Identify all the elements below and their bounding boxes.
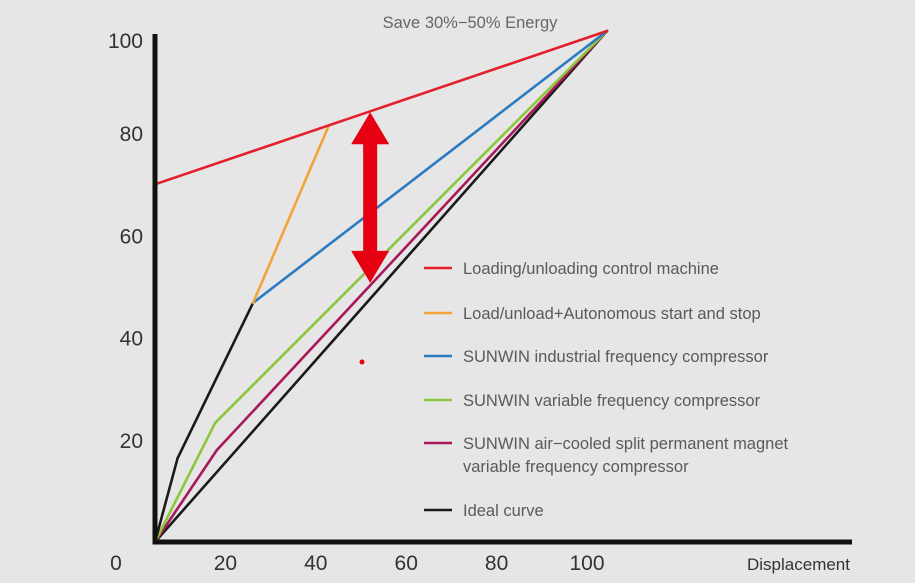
- legend-label: SUNWIN air−cooled split permanent magnet: [463, 435, 789, 453]
- x-tick-label: 40: [304, 552, 327, 575]
- series-line-segment-0: [153, 29, 609, 186]
- legend-item: Load/unload+Autonomous start and stop: [424, 305, 761, 323]
- series-line-segment-1: [176, 301, 255, 460]
- y-tick-label: 20: [120, 430, 143, 453]
- series-line-segment-3: [153, 421, 217, 544]
- stray-dot: [359, 359, 365, 365]
- legend-label: Load/unload+Autonomous start and stop: [463, 305, 761, 323]
- legend-label: variable frequency compressor: [463, 458, 689, 476]
- chart-title: Save 30%−50% Energy: [383, 14, 558, 32]
- x-tick-label: 100: [569, 552, 604, 575]
- legend-item: Ideal curve: [424, 502, 544, 520]
- legend-label: Ideal curve: [463, 502, 544, 520]
- series-line-segment-5: [153, 29, 609, 544]
- x-tick-label: 60: [395, 552, 418, 575]
- legend-item: SUNWIN variable frequency compressor: [424, 392, 761, 410]
- legend-item: SUNWIN industrial frequency compressor: [424, 348, 769, 366]
- y-tick-label: 60: [120, 225, 143, 248]
- series-line-segment-3: [213, 29, 609, 425]
- legend-item: Loading/unloading control machine: [424, 260, 719, 278]
- series-line-segment-2: [251, 29, 609, 305]
- legend-label: SUNWIN industrial frequency compressor: [463, 348, 769, 366]
- x-tick-label: 0: [110, 552, 122, 575]
- legend-label: SUNWIN variable frequency compressor: [463, 392, 761, 410]
- series-line-segment-4: [153, 448, 219, 544]
- legend-label: Loading/unloading control machine: [463, 260, 719, 278]
- x-tick-label: 20: [214, 552, 237, 575]
- series-line-segment-1: [251, 125, 330, 305]
- x-axis-label: Displacement: [747, 555, 850, 574]
- series-line-segment-1: [153, 456, 179, 544]
- series-line-segment-4: [215, 29, 609, 452]
- y-tick-label: 100: [108, 30, 143, 53]
- x-tick-label: 80: [485, 552, 508, 575]
- y-tick-label: 40: [120, 328, 143, 351]
- legend-item: SUNWIN air−cooled split permanent magnet…: [424, 435, 789, 476]
- double-arrow-icon: [351, 112, 390, 283]
- y-tick-label: 80: [120, 123, 143, 146]
